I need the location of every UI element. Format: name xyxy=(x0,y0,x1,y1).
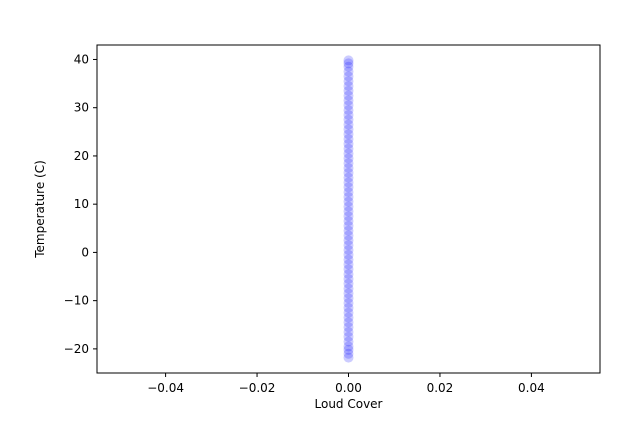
scatter-point xyxy=(343,317,354,328)
scatter-point xyxy=(343,71,354,82)
y-axis-label: Temperature (C) xyxy=(33,160,47,259)
scatter-point xyxy=(343,259,354,270)
scatter-point xyxy=(343,254,354,265)
scatter-point xyxy=(343,348,354,359)
scatter-point xyxy=(343,153,354,164)
scatter-point xyxy=(343,264,354,275)
scatter-point xyxy=(343,302,354,313)
x-tick-label: 0.04 xyxy=(518,381,545,395)
scatter-point xyxy=(343,298,354,309)
scatter-point xyxy=(343,307,354,318)
scatter-point xyxy=(343,216,354,227)
scatter-point xyxy=(343,129,354,140)
scatter-point xyxy=(343,230,354,241)
scatter-point xyxy=(343,191,354,202)
scatter-point xyxy=(343,90,354,101)
scatter-point xyxy=(343,124,354,135)
scatter-point xyxy=(343,143,354,154)
scatter-point xyxy=(343,249,354,260)
scatter-point xyxy=(343,336,354,347)
scatter-point xyxy=(343,283,354,294)
scatter-point xyxy=(343,288,354,299)
scatter-point xyxy=(343,206,354,217)
scatter-point xyxy=(343,341,354,352)
scatter-point xyxy=(343,220,354,231)
scatter-point xyxy=(343,273,354,284)
scatter-point xyxy=(343,76,354,87)
scatter-point xyxy=(343,177,354,188)
scatter-point xyxy=(343,95,354,106)
scatter-point xyxy=(343,187,354,198)
scatter-point xyxy=(343,114,354,125)
x-axis-ticks: −0.04 −0.02 0.00 0.02 0.04 xyxy=(147,373,545,395)
x-tick-label: −0.02 xyxy=(239,381,276,395)
scatter-point xyxy=(343,109,354,120)
scatter-point xyxy=(343,148,354,159)
scatter-point xyxy=(343,327,354,337)
y-tick-label: −10 xyxy=(64,294,89,308)
scatter-point xyxy=(343,201,354,212)
scatter-point xyxy=(343,312,354,323)
scatter-point xyxy=(343,61,354,72)
scatter-point xyxy=(343,196,354,207)
scatter-point xyxy=(343,66,354,77)
y-axis-ticks: −20 −10 0 10 20 30 40 xyxy=(64,52,97,356)
scatter-point xyxy=(343,55,354,66)
y-tick-label: 10 xyxy=(74,197,89,211)
scatter-point xyxy=(343,225,354,236)
y-tick-label: 40 xyxy=(74,52,89,66)
x-tick-label: −0.04 xyxy=(147,381,184,395)
y-tick-label: −20 xyxy=(64,342,89,356)
scatter-point xyxy=(343,182,354,193)
scatter-point xyxy=(343,158,354,169)
scatter-point xyxy=(343,211,354,222)
scatter-point xyxy=(343,138,354,149)
scatter-point xyxy=(343,240,354,251)
scatter-point xyxy=(343,119,354,130)
scatter-point xyxy=(343,322,354,333)
scatter-point xyxy=(343,352,354,363)
scatter-point xyxy=(343,172,354,183)
scatter-point xyxy=(343,81,354,91)
x-axis-label: Loud Cover xyxy=(315,397,383,411)
scatter-point xyxy=(343,163,354,173)
scatter-point xyxy=(343,100,354,111)
scatter-point xyxy=(343,245,354,255)
scatter-point xyxy=(343,85,354,96)
scatter-point xyxy=(343,269,354,280)
x-tick-label: 0.02 xyxy=(427,381,454,395)
scatter-point xyxy=(343,134,354,145)
scatter-points xyxy=(343,55,354,363)
scatter-point xyxy=(343,105,354,116)
scatter-point xyxy=(343,167,354,178)
y-tick-label: 30 xyxy=(74,101,89,115)
scatter-point xyxy=(343,293,354,304)
scatter-point xyxy=(343,278,354,289)
y-tick-label: 0 xyxy=(81,245,89,259)
x-tick-label: 0.00 xyxy=(335,381,362,395)
y-tick-label: 20 xyxy=(74,149,89,163)
scatter-point xyxy=(343,331,354,342)
scatter-point xyxy=(343,58,354,69)
scatter-point xyxy=(343,344,354,355)
scatter-point xyxy=(343,235,354,246)
